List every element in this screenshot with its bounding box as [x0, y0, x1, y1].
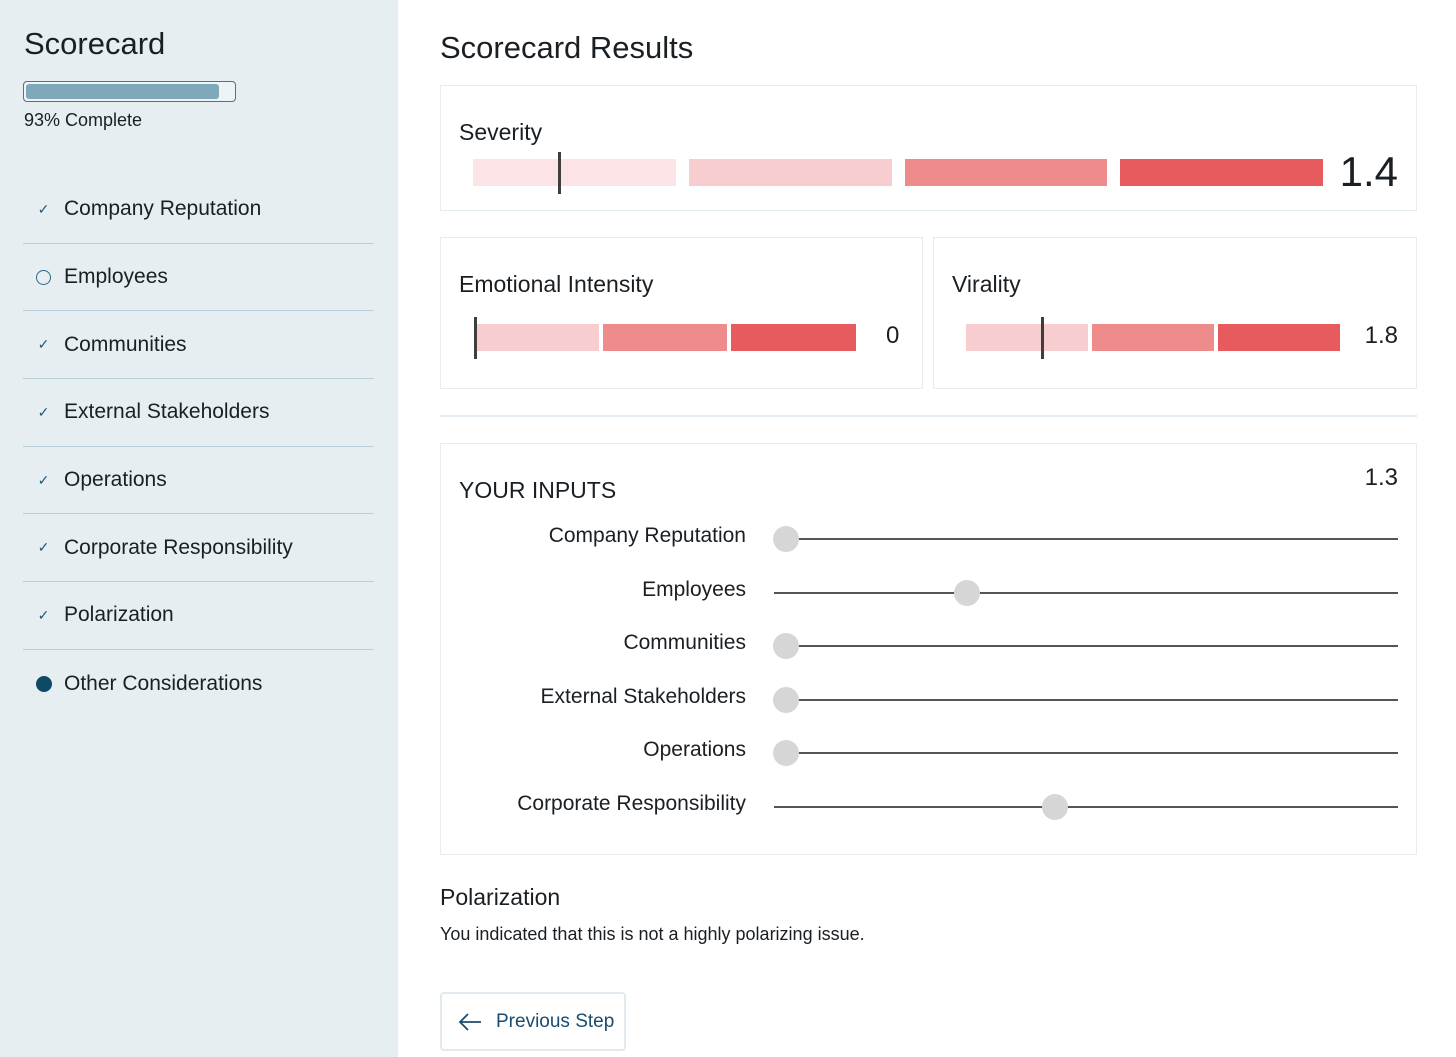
virality-value: 1.8 — [1364, 322, 1398, 349]
sidebar-item[interactable]: Other Considerations — [23, 650, 374, 718]
emotional-intensity-value: 0 — [886, 322, 900, 349]
input-slider-row: Employees — [441, 578, 1417, 608]
sidebar: Scorecard 93% Complete ✓ Company Reputati… — [0, 0, 398, 1057]
slider-knob[interactable] — [773, 526, 800, 552]
scale-segment — [688, 159, 892, 186]
progress-fill — [26, 84, 219, 99]
scale-segment — [474, 324, 599, 351]
scale-marker — [474, 317, 477, 359]
slider-label: Communities — [623, 631, 746, 654]
step-nav: ✓ Company Reputation Employees ✓ Communities… — [23, 176, 374, 718]
scale-marker — [1040, 317, 1044, 359]
check-icon: ✓ — [37, 606, 50, 623]
sidebar-item[interactable]: ✓ Company Reputation — [23, 176, 374, 244]
arrow-left-icon — [458, 1012, 481, 1031]
check-icon: ✓ — [37, 471, 50, 488]
polarization-title: Polarization — [440, 884, 561, 910]
inputs-value: 1.3 — [1364, 464, 1398, 491]
slider-track[interactable] — [773, 633, 1398, 659]
severity-card: Severity 1.4 — [440, 85, 1417, 211]
input-slider-row: Operations — [441, 738, 1417, 768]
progress-label: 93% Complete — [24, 110, 143, 130]
sidebar-item-label: Company Reputation — [64, 197, 262, 221]
inputs-heading: YOUR INPUTS — [459, 477, 617, 503]
check-icon: ✓ — [37, 200, 50, 217]
input-slider-row: Communities — [441, 631, 1417, 661]
divider — [440, 415, 1417, 417]
polarization-text: You indicated that this is not a highly … — [440, 924, 865, 944]
sidebar-item-label: Polarization — [64, 603, 174, 627]
slider-knob[interactable] — [773, 633, 800, 659]
virality-card: Virality 1.8 — [933, 237, 1417, 389]
slider-knob[interactable] — [954, 579, 981, 606]
slider-label: Corporate Responsibility — [517, 791, 746, 815]
slider-track[interactable] — [773, 686, 1398, 713]
severity-label: Severity — [459, 119, 543, 145]
slider-knob[interactable] — [773, 686, 800, 713]
scale-segment — [904, 159, 1108, 186]
slider-track[interactable] — [774, 579, 1398, 606]
sidebar-item-label: Operations — [64, 468, 167, 492]
slider-label: External Stakeholders — [540, 684, 746, 708]
emotional-intensity-card: Emotional Intensity 0 — [440, 237, 923, 389]
current-step-icon — [23, 675, 64, 692]
progress-bar — [23, 81, 236, 102]
sidebar-item[interactable]: ✓ Corporate Responsibility — [23, 514, 374, 583]
scale-segment — [602, 324, 728, 351]
slider-track[interactable] — [773, 526, 1398, 552]
scale-segment — [966, 324, 1088, 351]
sidebar-item-label: Employees — [64, 265, 168, 289]
sidebar-item[interactable]: ✓ Communities — [23, 311, 374, 380]
sidebar-item[interactable]: ✓ Operations — [23, 447, 374, 515]
scale-segment — [1092, 324, 1214, 351]
slider-label: Operations — [643, 738, 746, 761]
slider-knob[interactable] — [1041, 793, 1068, 820]
virality-scale — [966, 317, 1340, 359]
virality-label: Virality — [952, 271, 1021, 297]
check-icon: ✓ — [37, 539, 50, 556]
input-slider-row: External Stakeholders — [441, 685, 1417, 715]
scale-segment — [731, 324, 857, 351]
slider-track[interactable] — [774, 793, 1398, 820]
scale-segment — [473, 159, 676, 186]
slider-knob[interactable] — [773, 740, 800, 766]
emotional-intensity-label: Emotional Intensity — [459, 271, 654, 297]
sidebar-item[interactable]: Employees — [23, 244, 374, 312]
sidebar-item-label: Other Considerations — [64, 671, 263, 695]
sidebar-item[interactable]: ✓ External Stakeholders — [23, 379, 374, 447]
severity-value: 1.4 — [1339, 148, 1398, 195]
check-icon: ✓ — [37, 403, 50, 420]
input-slider-row: Company Reputation — [441, 524, 1417, 554]
empty-circle-icon — [23, 269, 64, 285]
scale-segment — [1120, 159, 1323, 186]
sidebar-item-label: External Stakeholders — [64, 400, 270, 424]
emotional-intensity-scale — [474, 317, 857, 359]
previous-step-label: Previous Step — [496, 1010, 615, 1032]
check-icon: ✓ — [37, 336, 50, 353]
scale-segment — [1218, 324, 1340, 351]
slider-label: Employees — [642, 577, 746, 601]
sidebar-item[interactable]: ✓ Polarization — [23, 582, 374, 650]
severity-scale — [473, 152, 1323, 194]
sidebar-item-label: Communities — [64, 332, 187, 356]
slider-label: Company Reputation — [548, 524, 746, 547]
previous-step-button[interactable]: Previous Step — [440, 992, 626, 1051]
sidebar-item-label: Corporate Responsibility — [64, 535, 293, 559]
inputs-card: YOUR INPUTS 1.3 Company Reputation Employ… — [440, 443, 1417, 855]
sidebar-title: Scorecard — [24, 26, 166, 61]
input-slider-row: Corporate Responsibility — [441, 792, 1417, 822]
page-title: Scorecard Results — [440, 30, 694, 65]
scale-marker — [558, 152, 561, 194]
slider-track[interactable] — [773, 740, 1398, 766]
